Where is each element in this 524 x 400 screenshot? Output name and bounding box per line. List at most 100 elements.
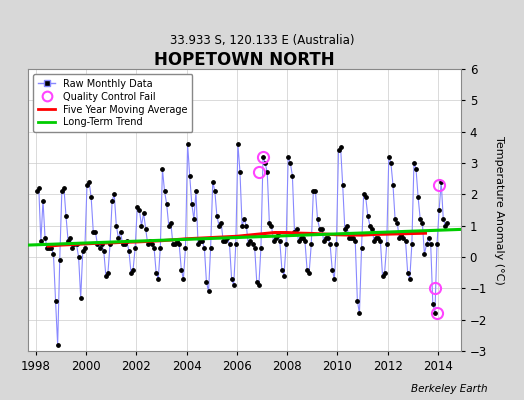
Point: [427, 241, 435, 248]
Point: [79, 248, 87, 254]
Point: [355, 310, 364, 316]
Point: [70, 241, 79, 248]
Point: [152, 270, 160, 276]
Point: [45, 244, 53, 251]
Y-axis label: Temperature Anomaly (°C): Temperature Anomaly (°C): [494, 136, 504, 284]
Point: [261, 160, 269, 166]
Point: [248, 241, 257, 248]
Point: [129, 266, 137, 273]
Point: [255, 282, 263, 288]
Point: [181, 244, 190, 251]
Point: [217, 219, 225, 226]
Point: [102, 272, 110, 279]
Point: [246, 238, 255, 244]
Point: [58, 188, 66, 194]
Point: [110, 191, 118, 198]
Point: [32, 188, 41, 194]
Point: [353, 298, 362, 304]
Point: [43, 244, 51, 251]
Point: [441, 222, 450, 229]
Point: [66, 235, 74, 241]
Point: [200, 244, 209, 251]
Point: [95, 244, 104, 251]
Point: [137, 222, 146, 229]
Point: [156, 244, 165, 251]
Point: [322, 235, 330, 241]
Point: [271, 235, 280, 241]
Point: [230, 282, 238, 288]
Point: [276, 238, 284, 244]
Point: [406, 276, 414, 282]
Point: [345, 235, 353, 241]
Point: [315, 226, 324, 232]
Point: [305, 270, 313, 276]
Point: [282, 241, 290, 248]
Point: [133, 204, 141, 210]
Point: [68, 244, 77, 251]
Point: [416, 216, 424, 222]
Point: [429, 301, 437, 307]
Point: [238, 222, 246, 229]
Point: [341, 226, 349, 232]
Point: [259, 154, 267, 160]
Point: [395, 235, 403, 241]
Point: [391, 216, 399, 222]
Point: [192, 188, 200, 194]
Point: [330, 276, 339, 282]
Point: [332, 241, 341, 248]
Point: [225, 241, 234, 248]
Point: [108, 197, 116, 204]
Point: [146, 238, 154, 244]
Point: [171, 241, 179, 248]
Point: [257, 244, 265, 251]
Point: [202, 279, 211, 285]
Point: [280, 272, 288, 279]
Point: [389, 182, 397, 188]
Point: [158, 166, 167, 172]
Point: [334, 147, 343, 154]
Point: [104, 270, 112, 276]
Point: [309, 188, 318, 194]
Point: [374, 235, 383, 241]
Point: [219, 238, 227, 244]
Point: [41, 235, 49, 241]
Point: [118, 241, 127, 248]
Point: [290, 229, 299, 235]
Point: [116, 229, 125, 235]
Point: [357, 244, 366, 251]
Point: [414, 194, 422, 201]
Point: [194, 241, 202, 248]
Point: [141, 226, 150, 232]
Point: [196, 238, 204, 244]
Text: Berkeley Earth: Berkeley Earth: [411, 384, 487, 394]
Point: [399, 235, 408, 241]
Point: [221, 238, 230, 244]
Point: [439, 216, 447, 222]
Point: [267, 222, 276, 229]
Point: [299, 235, 307, 241]
Point: [336, 144, 345, 150]
Point: [148, 241, 156, 248]
Point: [253, 279, 261, 285]
Point: [121, 241, 129, 248]
Point: [284, 154, 292, 160]
Point: [74, 254, 83, 260]
Point: [339, 182, 347, 188]
Point: [372, 235, 380, 241]
Point: [364, 213, 372, 220]
Point: [366, 222, 374, 229]
Point: [303, 266, 311, 273]
Point: [227, 276, 236, 282]
Point: [420, 251, 429, 257]
Point: [376, 238, 385, 244]
Point: [347, 235, 355, 241]
Point: [244, 241, 253, 248]
Point: [51, 298, 60, 304]
Point: [150, 244, 158, 251]
Text: 33.933 S, 120.133 E (Australia): 33.933 S, 120.133 E (Australia): [170, 34, 354, 47]
Point: [175, 241, 183, 248]
Point: [232, 241, 240, 248]
Point: [362, 194, 370, 201]
Point: [114, 235, 123, 241]
Point: [351, 238, 359, 244]
